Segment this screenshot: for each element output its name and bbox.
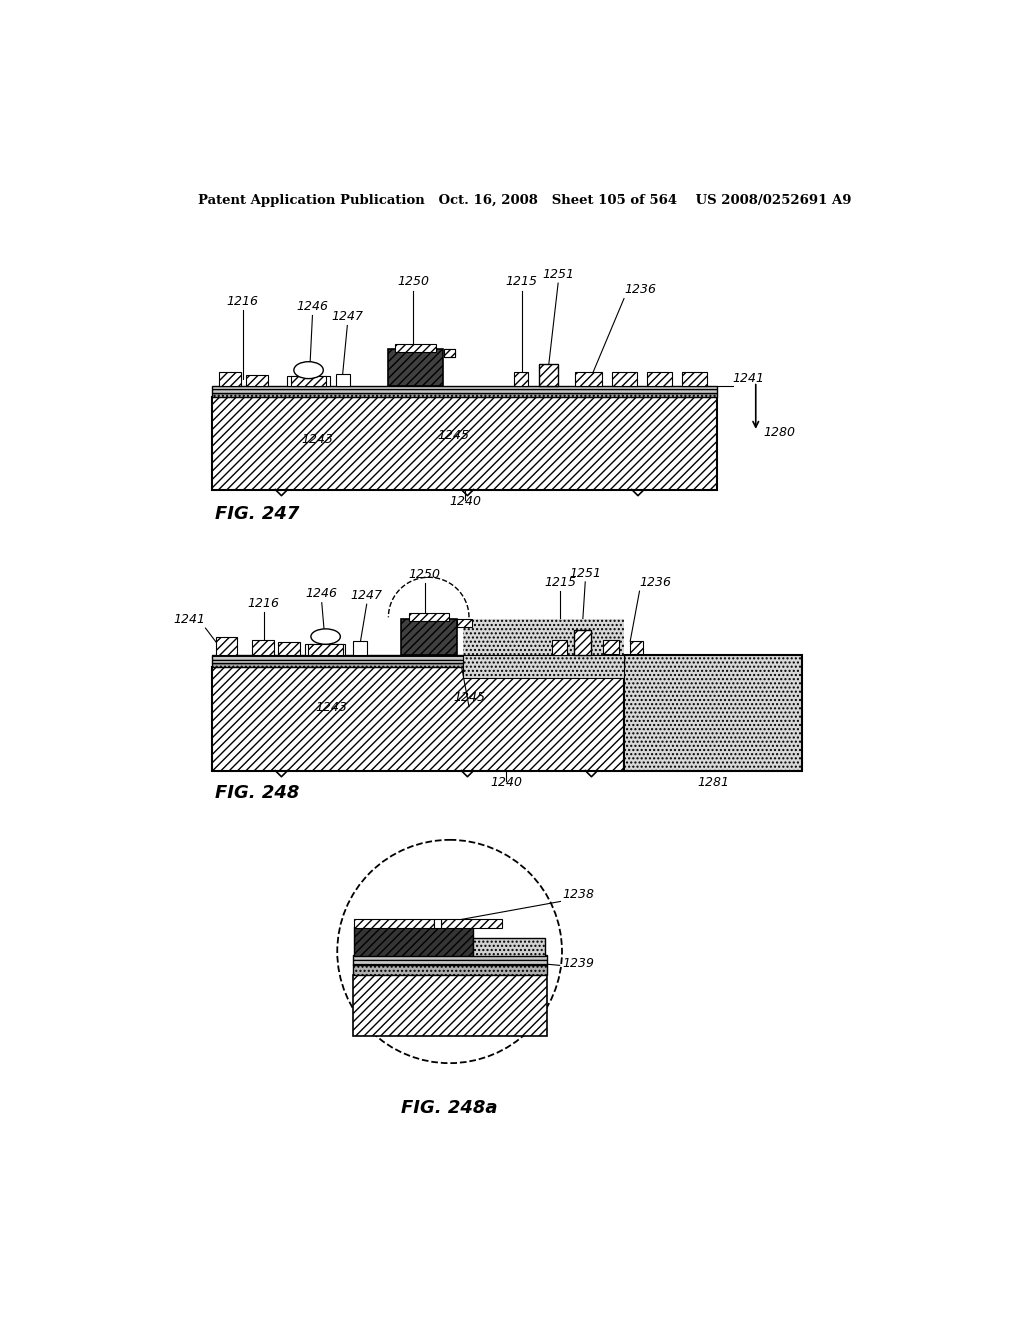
Bar bbox=[212, 655, 624, 663]
Bar bbox=[472, 937, 545, 956]
Text: 1239: 1239 bbox=[562, 957, 594, 970]
Bar bbox=[514, 372, 528, 387]
Bar bbox=[279, 642, 300, 655]
Text: 1251: 1251 bbox=[542, 268, 574, 281]
Text: 1246: 1246 bbox=[306, 587, 338, 601]
Bar bbox=[603, 640, 618, 653]
Bar bbox=[440, 919, 502, 928]
Text: 1236: 1236 bbox=[624, 284, 656, 296]
Bar bbox=[305, 644, 345, 655]
Bar bbox=[612, 372, 637, 387]
Text: 1247: 1247 bbox=[350, 589, 383, 602]
Bar bbox=[352, 956, 547, 965]
Bar bbox=[647, 372, 672, 387]
Bar bbox=[246, 375, 267, 387]
Bar bbox=[463, 655, 624, 678]
Bar bbox=[395, 345, 435, 351]
Bar bbox=[212, 387, 717, 393]
Text: 1216: 1216 bbox=[248, 597, 280, 610]
Text: FIG. 248: FIG. 248 bbox=[215, 784, 299, 801]
Bar bbox=[682, 372, 707, 387]
Bar bbox=[624, 655, 802, 771]
Text: 1250: 1250 bbox=[397, 276, 429, 289]
Bar bbox=[212, 663, 624, 667]
Text: 1250: 1250 bbox=[409, 568, 440, 581]
Bar bbox=[352, 974, 547, 1036]
Text: 1236: 1236 bbox=[640, 576, 672, 589]
Text: 1245: 1245 bbox=[453, 692, 485, 705]
Text: 1241: 1241 bbox=[173, 612, 206, 626]
Text: FIG. 248a: FIG. 248a bbox=[401, 1100, 498, 1117]
Bar bbox=[388, 350, 443, 387]
Bar bbox=[252, 640, 273, 655]
Bar bbox=[287, 376, 330, 387]
Bar bbox=[212, 667, 624, 771]
Bar bbox=[212, 397, 717, 490]
Bar bbox=[354, 927, 472, 956]
Text: 1280: 1280 bbox=[764, 425, 796, 438]
Text: 1245: 1245 bbox=[437, 429, 469, 442]
Text: 1215: 1215 bbox=[506, 276, 538, 289]
Bar bbox=[463, 619, 624, 655]
Bar bbox=[552, 640, 567, 655]
Bar bbox=[212, 393, 717, 397]
Bar bbox=[457, 619, 472, 627]
Text: 1243: 1243 bbox=[302, 433, 334, 446]
Text: 1215: 1215 bbox=[545, 576, 577, 589]
Bar bbox=[630, 642, 643, 653]
Text: Patent Application Publication   Oct. 16, 2008   Sheet 105 of 564    US 2008/025: Patent Application Publication Oct. 16, … bbox=[198, 194, 852, 207]
Bar bbox=[434, 919, 441, 928]
Text: 1240: 1240 bbox=[490, 776, 522, 789]
Text: FIG. 247: FIG. 247 bbox=[215, 504, 299, 523]
Bar bbox=[444, 350, 455, 358]
Text: 1243: 1243 bbox=[315, 701, 347, 714]
Bar bbox=[575, 372, 602, 387]
Bar bbox=[216, 638, 238, 655]
Bar bbox=[219, 372, 241, 387]
Text: 1240: 1240 bbox=[450, 495, 481, 508]
Ellipse shape bbox=[294, 362, 324, 379]
Bar bbox=[291, 376, 326, 387]
Bar bbox=[444, 350, 455, 358]
Bar bbox=[539, 364, 558, 387]
Text: 1246: 1246 bbox=[297, 300, 329, 313]
Text: 1247: 1247 bbox=[332, 310, 364, 323]
Bar bbox=[354, 919, 434, 928]
Bar bbox=[352, 964, 547, 975]
Text: 1241: 1241 bbox=[732, 372, 765, 384]
Ellipse shape bbox=[311, 628, 340, 644]
Text: 1216: 1216 bbox=[226, 294, 259, 308]
Bar bbox=[400, 619, 457, 655]
Text: 1251: 1251 bbox=[569, 566, 601, 579]
Bar bbox=[308, 644, 343, 655]
Bar bbox=[409, 614, 449, 622]
Bar bbox=[573, 630, 591, 655]
Bar bbox=[336, 374, 349, 387]
Text: 1238: 1238 bbox=[562, 887, 594, 900]
Text: 1281: 1281 bbox=[697, 776, 729, 789]
Bar bbox=[352, 642, 367, 655]
